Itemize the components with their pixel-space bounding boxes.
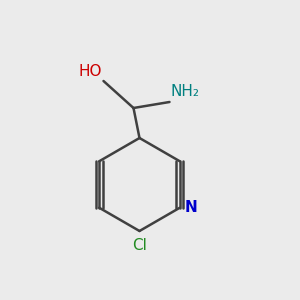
Text: N: N	[184, 200, 197, 215]
Text: HO: HO	[79, 64, 102, 80]
Text: NH₂: NH₂	[171, 84, 200, 99]
Text: Cl: Cl	[132, 238, 147, 253]
